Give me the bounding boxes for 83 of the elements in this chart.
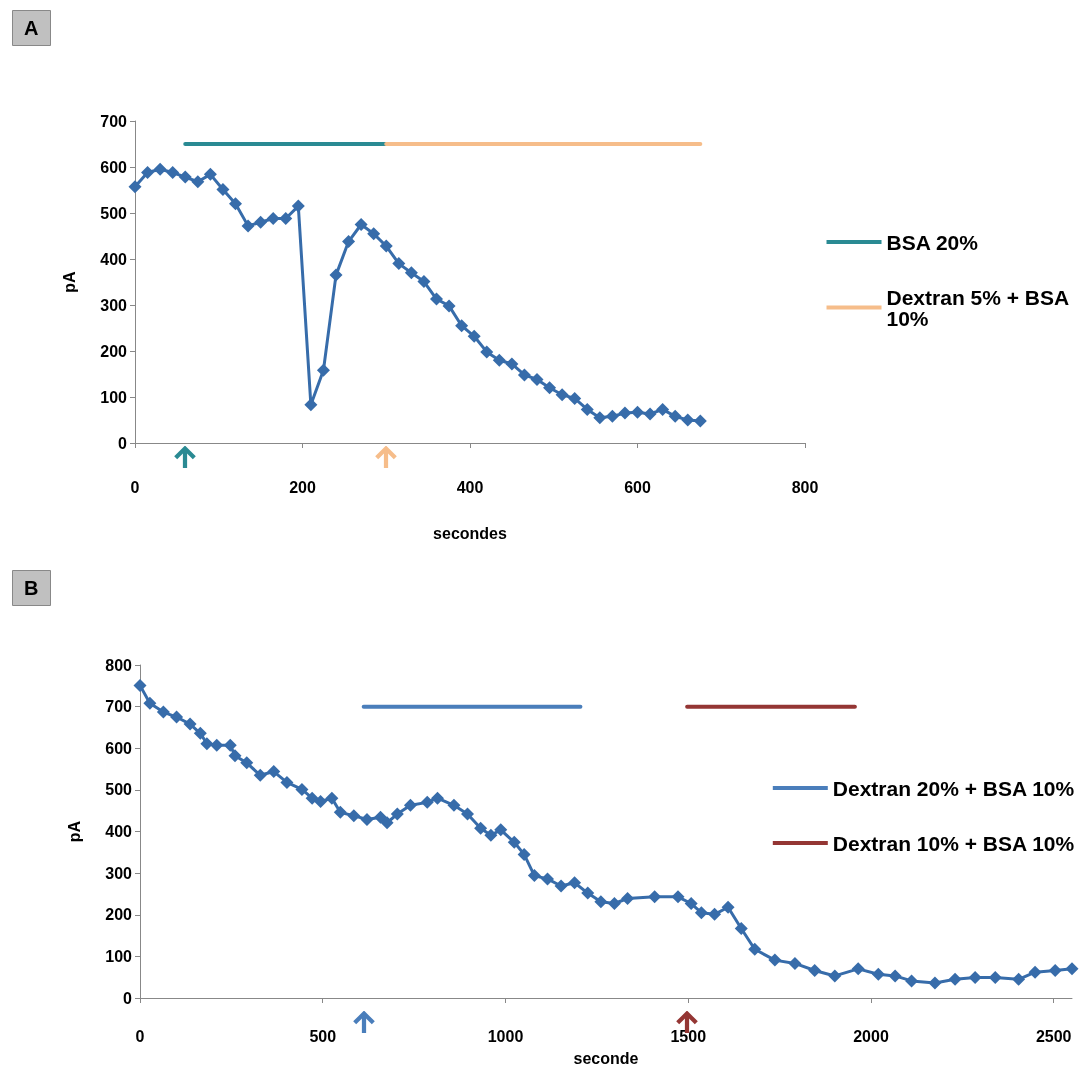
chart-title: A bbox=[24, 17, 39, 39]
x-tick-label: 0 bbox=[135, 1027, 145, 1045]
y-tick-label: 700 bbox=[105, 698, 133, 716]
point bbox=[304, 398, 318, 412]
point bbox=[442, 299, 456, 313]
point bbox=[291, 199, 305, 213]
point bbox=[681, 413, 695, 427]
x-tick-label: 500 bbox=[309, 1027, 337, 1045]
point bbox=[417, 275, 431, 289]
point bbox=[492, 353, 506, 367]
point bbox=[241, 219, 255, 233]
point bbox=[392, 257, 406, 271]
point bbox=[517, 368, 531, 382]
point bbox=[128, 180, 142, 194]
point bbox=[543, 381, 557, 395]
point bbox=[605, 409, 619, 423]
y-tick-label: 100 bbox=[105, 947, 133, 965]
point bbox=[530, 373, 544, 387]
legend-label: BSA 20% bbox=[886, 230, 979, 254]
point bbox=[216, 183, 230, 197]
y-tick-label: 500 bbox=[105, 781, 133, 799]
y-tick-label: 800 bbox=[105, 656, 133, 674]
point bbox=[668, 409, 682, 423]
y-tick-label: 200 bbox=[100, 342, 128, 360]
x-axis-title: secondes bbox=[433, 524, 508, 542]
point bbox=[279, 212, 293, 226]
x-tick-label: 600 bbox=[624, 478, 651, 496]
point bbox=[329, 268, 343, 282]
point bbox=[631, 405, 644, 419]
point bbox=[555, 388, 569, 402]
point bbox=[656, 402, 670, 416]
y-tick-label: 200 bbox=[105, 906, 133, 924]
point bbox=[178, 170, 192, 184]
point bbox=[404, 266, 418, 280]
y-tick-label: 100 bbox=[100, 388, 128, 406]
point bbox=[379, 239, 393, 253]
y-tick-label: 300 bbox=[105, 864, 133, 882]
x-tick-label: 800 bbox=[791, 478, 819, 496]
point bbox=[354, 218, 368, 231]
y-tick-label: 600 bbox=[100, 158, 128, 176]
x-tick-label: 2000 bbox=[853, 1027, 889, 1045]
y-tick-label: 300 bbox=[100, 296, 128, 314]
point bbox=[618, 406, 632, 420]
x-axis-title: seconde bbox=[573, 1049, 639, 1067]
point bbox=[342, 235, 356, 249]
point bbox=[593, 411, 607, 425]
legend-label: Dextran 20% + BSA 10% bbox=[832, 776, 1075, 800]
chart-title: B bbox=[24, 577, 39, 599]
legend-label: Dextran 5% + BSA 10% bbox=[886, 285, 1075, 330]
point bbox=[467, 329, 481, 343]
y-axis-title: pA bbox=[65, 820, 83, 843]
point bbox=[266, 212, 280, 226]
x-tick-label: 400 bbox=[456, 478, 484, 496]
point bbox=[480, 345, 494, 359]
point bbox=[505, 357, 519, 371]
x-tick-label: 1000 bbox=[487, 1027, 524, 1045]
x-tick-label: 1500 bbox=[670, 1027, 707, 1045]
point bbox=[141, 166, 155, 180]
point bbox=[316, 363, 330, 377]
point bbox=[580, 402, 594, 416]
point bbox=[430, 292, 443, 306]
point bbox=[254, 215, 268, 229]
point bbox=[455, 319, 469, 333]
y-tick-label: 700 bbox=[100, 112, 128, 130]
y-tick-label: 0 bbox=[123, 989, 133, 1007]
point bbox=[191, 175, 205, 189]
point bbox=[153, 162, 167, 176]
point bbox=[203, 167, 217, 181]
y-tick-label: 500 bbox=[100, 204, 128, 222]
point bbox=[693, 414, 707, 428]
y-axis-title: pA bbox=[60, 270, 78, 293]
x-tick-label: 200 bbox=[289, 478, 316, 496]
point bbox=[367, 227, 381, 241]
point bbox=[643, 407, 657, 421]
point bbox=[568, 391, 582, 405]
y-tick-label: 400 bbox=[105, 823, 133, 840]
y-tick-label: 600 bbox=[105, 739, 133, 757]
point bbox=[229, 197, 242, 211]
y-tick-label: 0 bbox=[118, 434, 128, 452]
legend-label: Dextran 10% + BSA 10% bbox=[832, 831, 1075, 855]
y-tick-label: 400 bbox=[100, 250, 128, 268]
point bbox=[166, 166, 180, 180]
x-tick-label: 2500 bbox=[1035, 1027, 1072, 1045]
